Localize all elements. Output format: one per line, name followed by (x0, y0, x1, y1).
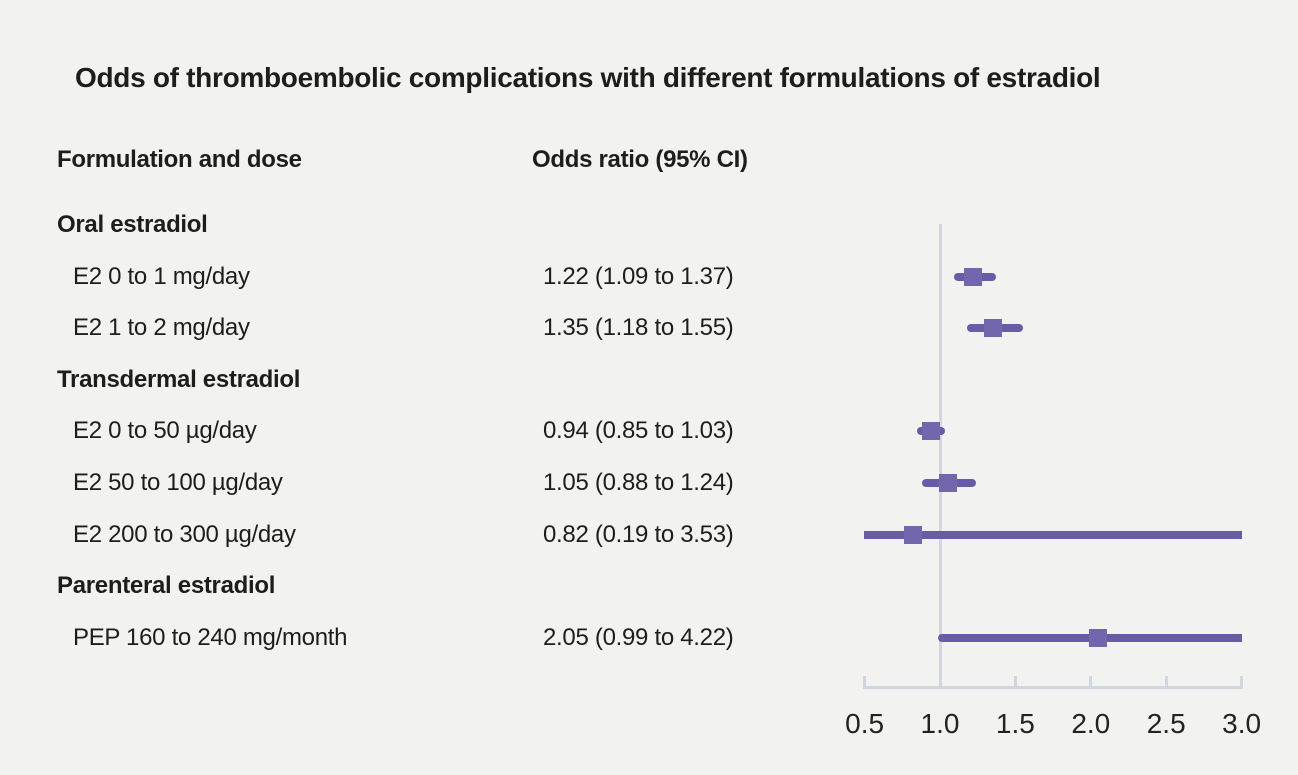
dose-row-label: E2 0 to 1 mg/day (73, 263, 250, 290)
column-header-odds-ratio: Odds ratio (95% CI) (532, 146, 748, 173)
odds-ratio-value: 1.22 (1.09 to 1.37) (543, 263, 734, 290)
axis-tick-label: 0.5 (845, 708, 885, 739)
odds-ratio-value: 1.05 (0.88 to 1.24) (543, 469, 734, 496)
axis-tick (1013, 676, 1017, 686)
confidence-interval-bar (864, 531, 1243, 539)
odds-ratio-value: 0.94 (0.85 to 1.03) (543, 417, 734, 444)
group-header: Transdermal estradiol (57, 366, 301, 393)
odds-ratio-value: 1.35 (1.18 to 1.55) (543, 314, 734, 341)
group-header: Parenteral estradiol (57, 572, 276, 599)
dose-row-label: E2 0 to 50 µg/day (73, 417, 257, 444)
axis-tick-label: 2.5 (1146, 708, 1186, 739)
odds-ratio-value: 2.05 (0.99 to 4.22) (543, 624, 734, 651)
point-estimate-marker (964, 268, 983, 286)
axis-tick (1240, 676, 1244, 686)
page-title: Odds of thromboembolic complications wit… (75, 62, 1101, 93)
odds-ratio-value: 0.82 (0.19 to 3.53) (543, 521, 734, 548)
axis-tick-label: 1.5 (995, 708, 1035, 739)
axis-tick-label: 3.0 (1222, 708, 1262, 739)
dose-row-label: E2 1 to 2 mg/day (73, 314, 250, 341)
point-estimate-marker (1089, 629, 1108, 647)
axis-tick (863, 676, 867, 686)
x-axis-line (863, 686, 1244, 689)
point-estimate-marker (938, 474, 957, 492)
point-estimate-marker (983, 319, 1002, 337)
dose-row-label: E2 200 to 300 µg/day (73, 521, 296, 548)
group-header: Oral estradiol (57, 211, 208, 238)
column-header-formulation: Formulation and dose (57, 146, 302, 173)
axis-tick (1164, 676, 1168, 686)
axis-tick (1089, 676, 1093, 686)
point-estimate-marker (903, 526, 922, 544)
axis-tick-label: 1.0 (920, 708, 960, 739)
point-estimate-marker (921, 422, 940, 440)
reference-line-1.0 (938, 224, 942, 689)
dose-row-label: E2 50 to 100 µg/day (73, 469, 283, 496)
axis-tick-label: 2.0 (1071, 708, 1111, 739)
dose-row-label: PEP 160 to 240 mg/month (73, 624, 348, 651)
